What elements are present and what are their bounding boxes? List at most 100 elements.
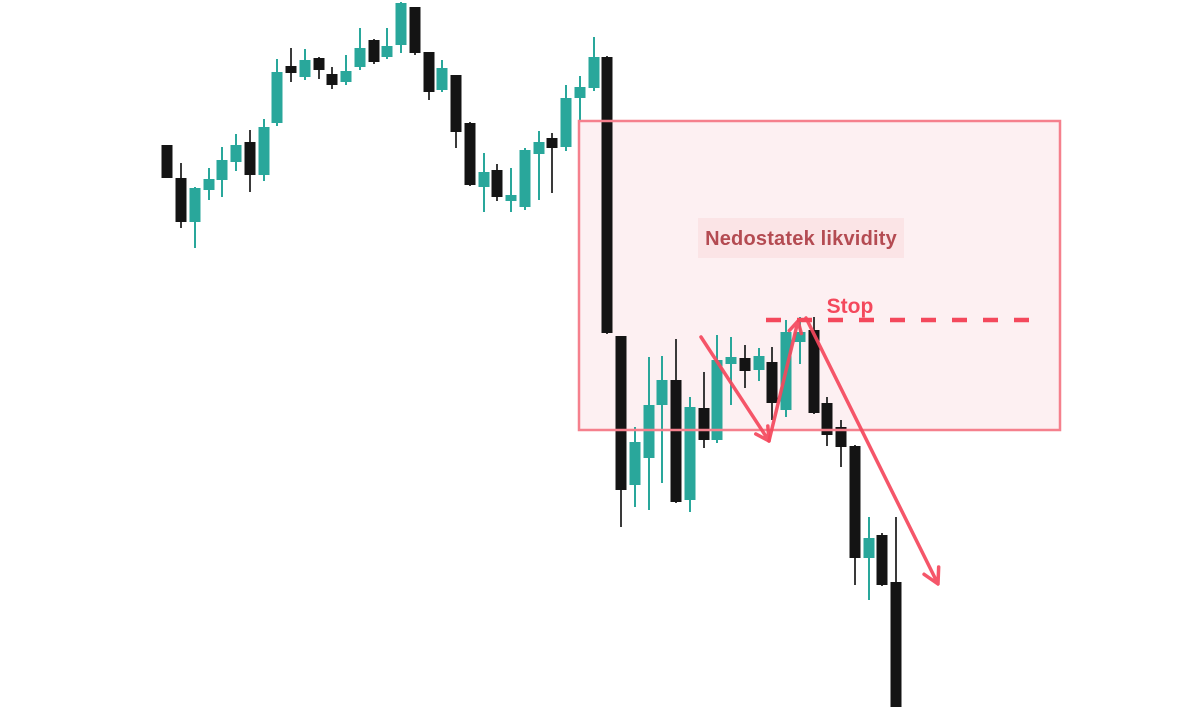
candle-body xyxy=(601,57,613,333)
candle-up xyxy=(381,28,393,59)
candle-body xyxy=(285,66,297,73)
candle-body xyxy=(670,380,682,502)
candle-body xyxy=(739,358,751,371)
candle-up xyxy=(684,397,696,512)
candle-up xyxy=(340,55,352,85)
liquidity-zone-border xyxy=(577,119,1062,432)
candle-up xyxy=(203,168,215,200)
candle-down xyxy=(615,336,627,527)
candle-body xyxy=(203,179,215,190)
candle-up xyxy=(478,153,490,212)
candle-up xyxy=(725,337,737,405)
candle-down xyxy=(450,75,462,148)
candle-body xyxy=(643,405,655,458)
candle-body xyxy=(409,7,421,53)
candle-down xyxy=(491,164,503,201)
candle-body xyxy=(849,446,861,558)
candle-body xyxy=(299,60,311,77)
candle-body xyxy=(835,427,847,447)
candle-body xyxy=(464,123,476,185)
candle-up xyxy=(711,335,723,443)
flow-arrow xyxy=(804,316,941,586)
candle-body xyxy=(161,145,173,178)
candle-down xyxy=(835,420,847,467)
candle-up xyxy=(299,49,311,80)
candle-body xyxy=(629,442,641,485)
candle-up xyxy=(271,59,283,126)
candle-up xyxy=(629,427,641,507)
candle-body xyxy=(326,74,338,85)
candle-body xyxy=(175,178,187,222)
candle-down xyxy=(464,122,476,186)
candle-up xyxy=(533,131,545,200)
candle-up xyxy=(574,76,586,122)
candle-body xyxy=(588,57,600,88)
candle-down xyxy=(670,339,682,503)
candle-down xyxy=(876,533,888,586)
candle-up xyxy=(863,517,875,600)
candle-body xyxy=(505,195,517,201)
candle-body xyxy=(546,138,558,148)
candle-body xyxy=(615,336,627,490)
candle-body xyxy=(519,150,531,207)
candle-up xyxy=(216,147,228,197)
candle-down xyxy=(601,56,613,334)
candle-body xyxy=(863,538,875,558)
candle-body xyxy=(271,72,283,123)
candle-body xyxy=(189,188,201,222)
candle-down xyxy=(890,517,902,707)
candle-body xyxy=(753,356,765,370)
candle-body xyxy=(890,582,902,707)
candle-down xyxy=(739,345,751,388)
candle-body xyxy=(340,71,352,82)
candle-down xyxy=(244,130,256,192)
candle-up xyxy=(656,356,668,483)
candle-body xyxy=(313,58,325,70)
flow-arrows xyxy=(699,316,941,586)
candle-body xyxy=(423,52,435,92)
liquidity-label-background xyxy=(698,218,904,258)
candle-body xyxy=(244,142,256,175)
candle-body xyxy=(395,3,407,45)
candle-down xyxy=(368,39,380,64)
candle-body xyxy=(436,68,448,90)
candle-body xyxy=(450,75,462,132)
candle-body xyxy=(766,362,778,403)
candle-body xyxy=(808,330,820,413)
stop-label: Stop xyxy=(827,295,874,318)
candle-body xyxy=(821,403,833,435)
candle-down xyxy=(161,145,173,178)
candle-body xyxy=(876,535,888,585)
candle-up xyxy=(395,2,407,53)
candle-up xyxy=(436,60,448,92)
candle-down xyxy=(175,163,187,228)
candle-body xyxy=(258,127,270,175)
candle-up xyxy=(588,37,600,91)
candle-body xyxy=(533,142,545,154)
candle-up xyxy=(258,119,270,181)
candle-up xyxy=(519,148,531,210)
candle-body xyxy=(684,407,696,500)
candle-up xyxy=(505,168,517,212)
candle-down xyxy=(821,397,833,446)
candle-up xyxy=(560,85,572,151)
candle-down xyxy=(546,133,558,193)
candle-body xyxy=(491,170,503,197)
flow-arrow xyxy=(767,319,804,443)
candle-body xyxy=(354,48,366,67)
candle-body xyxy=(794,332,806,342)
candle-down xyxy=(698,372,710,448)
candle-down xyxy=(326,67,338,89)
candle-body xyxy=(381,46,393,57)
candle-up xyxy=(189,187,201,248)
candle-body xyxy=(478,172,490,187)
stop-group: Stop xyxy=(766,295,1044,323)
candle-up xyxy=(354,28,366,70)
candle-down xyxy=(766,347,778,420)
labels-group: Nedostatek likvidity xyxy=(698,218,904,258)
candle-body xyxy=(574,87,586,98)
candle-down xyxy=(423,52,435,100)
candle-body xyxy=(656,380,668,405)
